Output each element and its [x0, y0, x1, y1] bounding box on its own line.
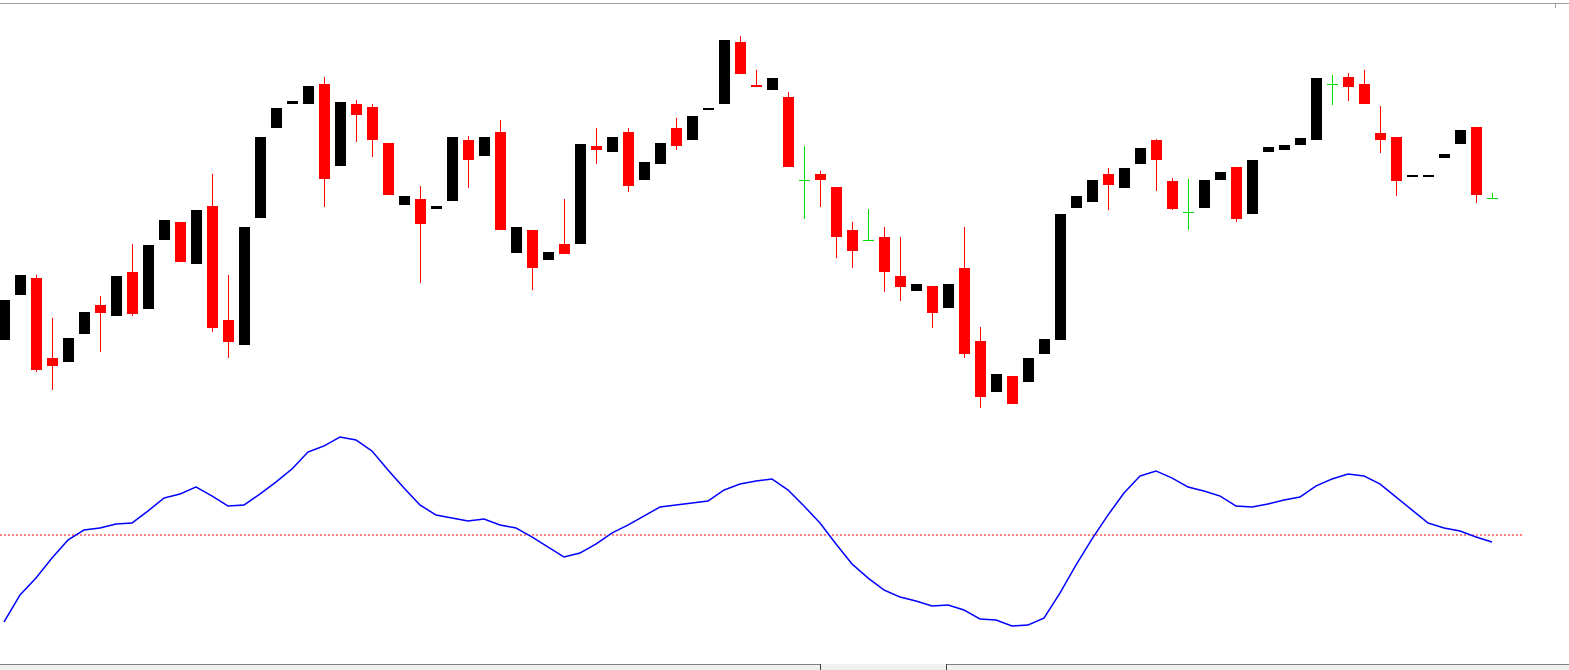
candle-body: [479, 137, 490, 156]
candle-body: [1199, 180, 1210, 208]
candle-body: [1055, 214, 1066, 340]
candle-body: [687, 116, 698, 140]
candle-body: [15, 275, 26, 295]
candle-body: [1087, 180, 1098, 202]
candle-body: [575, 144, 586, 244]
candle-body: [767, 78, 778, 90]
candle-body: [351, 104, 362, 115]
candle-body: [383, 143, 394, 195]
candle-body: [191, 210, 202, 264]
candle-body: [559, 244, 570, 254]
candle-body: [47, 358, 58, 366]
candle-body: [927, 286, 938, 313]
candle-body: [639, 162, 650, 180]
candle-body: [1311, 78, 1322, 140]
candle-body: [447, 137, 458, 201]
candle-body: [159, 220, 170, 240]
candle-body: [303, 86, 314, 104]
candle-body: [1407, 175, 1418, 177]
candle-body: [815, 174, 826, 180]
candle-body: [175, 222, 186, 262]
candle-body: [863, 240, 874, 241]
candle-body: [1455, 130, 1466, 144]
candle-body: [463, 140, 474, 160]
candle-body: [1039, 339, 1050, 354]
candle-body: [847, 230, 858, 251]
candle-body: [1375, 133, 1386, 140]
candle-body: [655, 143, 666, 164]
candle-body: [431, 206, 442, 209]
candle-body: [335, 102, 346, 166]
candle-body: [287, 101, 298, 104]
candle-body: [79, 312, 90, 334]
candle-body: [399, 196, 410, 205]
candle-body: [239, 227, 250, 345]
candle-body: [207, 206, 218, 328]
candle-body: [1167, 181, 1178, 209]
candle-body: [975, 341, 986, 397]
candle-body: [95, 305, 106, 313]
candle-body: [1487, 198, 1498, 199]
candle-body: [959, 268, 970, 354]
candle-body: [527, 230, 538, 268]
candle-body: [1279, 145, 1290, 150]
candle-body: [255, 137, 266, 218]
candle-body: [799, 180, 810, 181]
candle-body: [1439, 154, 1450, 158]
candle-body: [319, 84, 330, 179]
candle-body: [591, 146, 602, 150]
candle-body: [1119, 168, 1130, 188]
candle-body: [367, 107, 378, 140]
tab-bar: [0, 664, 1569, 670]
candle-body: [1103, 174, 1114, 185]
candle-body: [1423, 175, 1434, 177]
candle-body: [1231, 167, 1242, 219]
candle-body: [271, 108, 282, 128]
candle-body: [751, 85, 762, 87]
candle-body: [607, 137, 618, 152]
candle-body: [543, 252, 554, 260]
candle-body: [0, 300, 10, 340]
candle-body: [1071, 196, 1082, 208]
candle-body: [671, 128, 682, 146]
oscillator-line: [3, 436, 1493, 627]
candle-body: [63, 338, 74, 362]
candle-body: [1263, 147, 1274, 152]
candle-body: [831, 187, 842, 237]
candle-body: [719, 40, 730, 104]
candle-body: [1295, 138, 1306, 145]
candle-body: [31, 278, 42, 370]
candle-body: [1359, 84, 1370, 104]
candle-body: [511, 227, 522, 253]
candle-body: [111, 276, 122, 316]
candle-body: [1183, 212, 1194, 213]
candle-body: [1471, 127, 1482, 195]
candle-body: [623, 132, 634, 186]
candle-body: [1007, 376, 1018, 404]
candle-body: [1391, 137, 1402, 181]
candle-body: [1135, 148, 1146, 164]
candle-body: [1151, 140, 1162, 160]
candle-body: [1327, 84, 1338, 85]
candle-body: [495, 132, 506, 230]
candle-body: [703, 108, 714, 110]
candle-body: [415, 199, 426, 224]
candle-body: [783, 97, 794, 167]
candle-body: [1215, 172, 1226, 180]
candle-body: [911, 284, 922, 291]
candle-body: [991, 374, 1002, 392]
candle-body: [943, 284, 954, 308]
candle-body: [1247, 160, 1258, 214]
candle-body: [895, 276, 906, 287]
candle-body: [1343, 77, 1354, 87]
candle-body: [735, 42, 746, 74]
candle-body: [223, 320, 234, 342]
candle-body: [143, 245, 154, 309]
candle-body: [1023, 358, 1034, 382]
candle-body: [879, 237, 890, 272]
candle-body: [127, 272, 138, 314]
